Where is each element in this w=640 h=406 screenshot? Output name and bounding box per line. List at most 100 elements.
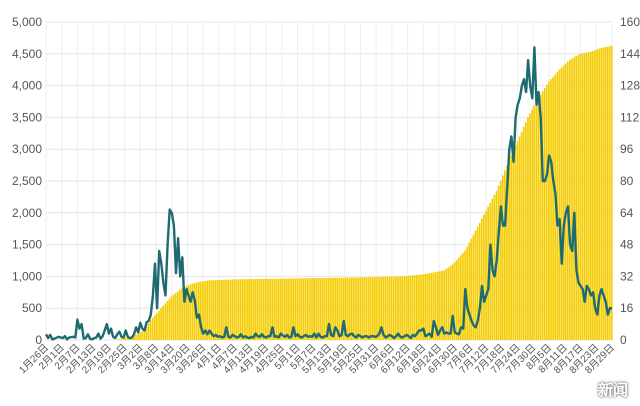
bar (292, 278, 294, 340)
bar (265, 278, 267, 340)
bar (244, 279, 246, 340)
bar (596, 49, 598, 341)
bar (149, 320, 152, 340)
bar (160, 308, 162, 340)
bar (520, 131, 523, 340)
bar (361, 277, 364, 340)
bar (579, 53, 582, 341)
bar (204, 281, 206, 340)
bar (369, 277, 372, 340)
bar (445, 268, 448, 340)
bar (608, 46, 611, 341)
y-right-tick-label: 64 (620, 206, 634, 220)
bar (334, 277, 336, 340)
bar (581, 53, 584, 341)
bar (355, 277, 357, 340)
bar (460, 255, 462, 340)
bar (485, 210, 487, 340)
bar (139, 332, 141, 340)
bar (583, 53, 586, 340)
bar (594, 50, 596, 340)
bar (543, 87, 546, 340)
bar (147, 323, 150, 340)
bar (177, 291, 179, 340)
bar (468, 242, 471, 340)
y-left-tick-label: 1,000 (12, 269, 42, 283)
daily-line-series (44, 46, 612, 341)
bar (254, 279, 257, 340)
bar (462, 252, 464, 340)
bar (170, 296, 173, 340)
bar (395, 276, 397, 340)
bar (365, 277, 368, 340)
bar (164, 303, 167, 340)
bar (443, 270, 445, 340)
bar (273, 278, 276, 340)
bar (132, 336, 135, 340)
bar (545, 84, 548, 341)
bar (380, 276, 383, 340)
x-axis-ticks: 1月26日2月1日2月7日2月13日2月19日2月25日3月2日3月8日3月14… (17, 342, 617, 376)
bar (516, 141, 519, 340)
bar (499, 180, 502, 340)
bar (181, 288, 183, 340)
bar (522, 126, 525, 340)
bar (166, 301, 169, 340)
bar (432, 272, 435, 340)
bar (275, 278, 278, 340)
bar (260, 278, 263, 340)
y-axis-left-ticks: 0 500 1,000 1,500 2,000 2,500 3,000 3,500 4,000 4… (12, 15, 42, 347)
bar (384, 276, 387, 340)
bar (501, 175, 504, 340)
cumulative-bar-series (116, 45, 613, 341)
bar (225, 279, 227, 340)
bar (571, 58, 573, 340)
bar (550, 79, 552, 341)
bar (357, 277, 359, 340)
bar (325, 277, 328, 340)
bar (480, 218, 483, 340)
bar (386, 276, 389, 340)
bar (388, 276, 391, 340)
bar (573, 57, 575, 340)
bar (277, 278, 280, 340)
bar (426, 273, 429, 340)
y-left-tick-label: 2,500 (12, 174, 42, 188)
bar (135, 334, 137, 340)
bar (560, 67, 563, 341)
bar (145, 326, 148, 340)
bar (455, 259, 458, 340)
bar (214, 280, 217, 340)
bar (411, 275, 414, 340)
bar (535, 101, 538, 340)
bar (122, 338, 125, 340)
bar (577, 54, 580, 341)
bar (399, 276, 401, 340)
series-line (44, 46, 612, 341)
bar (552, 76, 554, 340)
bar (168, 298, 171, 340)
bar (296, 278, 299, 340)
bar (439, 271, 441, 340)
bar (428, 273, 431, 340)
bar (514, 146, 517, 340)
bar (306, 278, 309, 340)
bar (218, 279, 221, 340)
y-left-tick-label: 3,500 (12, 110, 42, 124)
bar (231, 279, 234, 340)
bar (606, 46, 609, 341)
bar (311, 278, 313, 340)
bar (212, 280, 215, 340)
bar (413, 275, 416, 340)
y-right-tick-label: 144 (620, 47, 640, 61)
bar (533, 105, 536, 340)
bar (598, 48, 601, 340)
bar (457, 257, 460, 340)
bar (189, 284, 192, 340)
bar (548, 81, 550, 340)
bar (242, 279, 244, 340)
watermark: 新闻 (597, 382, 628, 399)
bar (422, 274, 424, 340)
bar (179, 289, 181, 340)
bar (338, 277, 341, 340)
